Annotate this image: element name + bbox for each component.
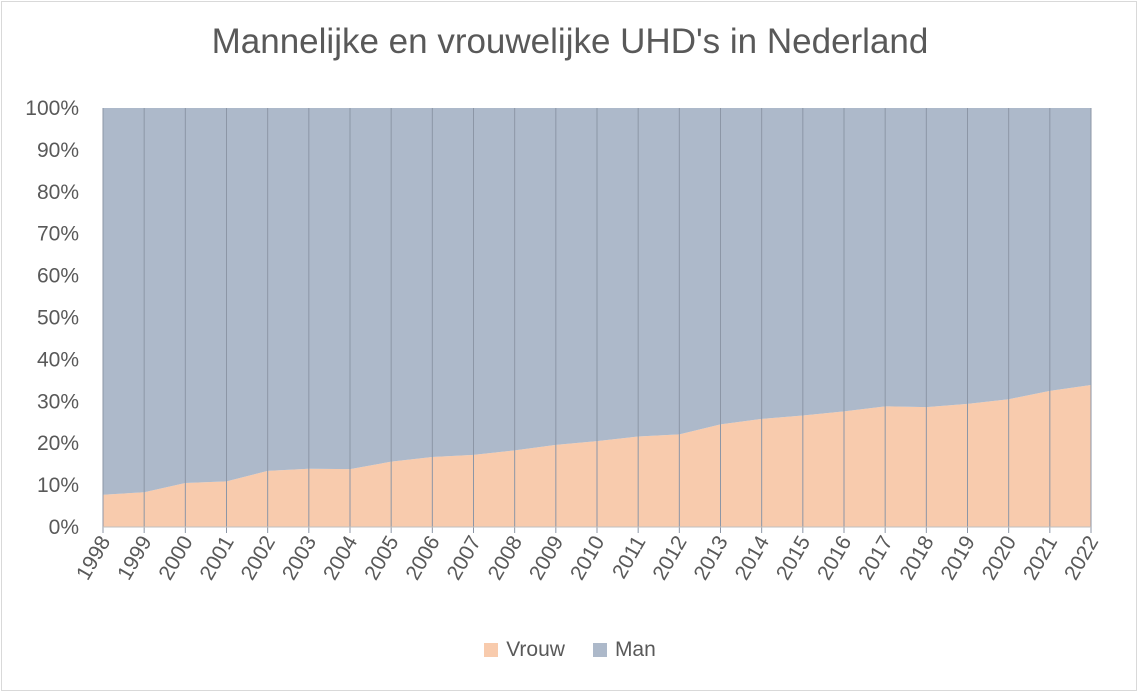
x-tick-label: 2016: [813, 532, 856, 584]
legend-item-man: Man: [592, 638, 656, 662]
y-tick-label: 50%: [37, 307, 79, 330]
x-tick-label: 2005: [360, 532, 403, 584]
y-tick-label: 40%: [37, 348, 79, 371]
x-tick-label: 1998: [72, 532, 115, 584]
chart-title: Mannelijke en vrouwelijke UHD's in Neder…: [211, 22, 929, 61]
y-tick-label: 0%: [49, 516, 79, 539]
legend-label-vrouw: Vrouw: [506, 638, 565, 661]
x-tick-label: 1999: [113, 532, 156, 584]
x-tick-label: 2019: [937, 532, 980, 584]
legend: Vrouw Man: [0, 638, 1140, 662]
x-tick-label: 2009: [525, 532, 568, 584]
x-tick-label: 2014: [731, 532, 774, 584]
x-tick-label: 2003: [278, 532, 321, 584]
x-tick-label: 2000: [154, 532, 197, 584]
y-tick-label: 30%: [37, 390, 79, 413]
y-tick-label: 80%: [37, 181, 79, 204]
x-tick-label: 2008: [484, 532, 527, 584]
y-tick-label: 90%: [37, 139, 79, 162]
legend-swatch-man: [592, 643, 607, 657]
x-tick-label: 2004: [319, 532, 362, 584]
x-tick-label: 2011: [608, 532, 651, 583]
x-tick-label: 2015: [772, 532, 815, 584]
x-tick-label: 2018: [895, 532, 938, 584]
x-tick-label: 2007: [443, 532, 486, 584]
legend-swatch-vrouw: [484, 643, 499, 657]
x-tick-label: 2012: [648, 532, 691, 584]
x-tick-label: 2020: [978, 532, 1021, 584]
y-tick-label: 70%: [37, 223, 79, 246]
x-tick-label: 2013: [690, 532, 733, 584]
x-tick-label: 2022: [1060, 532, 1103, 584]
legend-item-vrouw: Vrouw: [484, 638, 565, 662]
y-tick-label: 60%: [37, 265, 79, 288]
x-tick-label: 2017: [854, 532, 897, 584]
x-tick-label: 2002: [237, 532, 280, 584]
x-tick-label: 2001: [196, 532, 239, 584]
x-tick-label: 2021: [1019, 532, 1062, 584]
y-tick-label: 20%: [37, 432, 79, 455]
y-tick-label: 10%: [37, 474, 79, 497]
x-tick-label: 2010: [566, 532, 609, 584]
x-tick-label: 2006: [401, 532, 444, 584]
y-tick-label: 100%: [25, 97, 79, 120]
legend-label-man: Man: [614, 638, 656, 661]
